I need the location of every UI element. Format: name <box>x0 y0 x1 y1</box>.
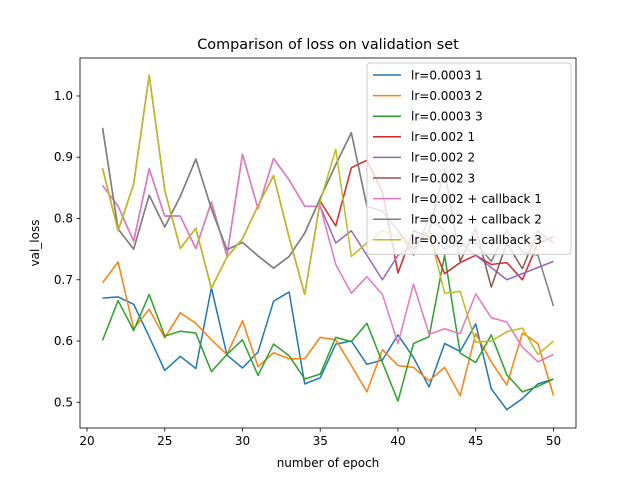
legend-label: lr=0.002 2 <box>411 151 475 165</box>
axes-frame <box>79 57 577 429</box>
legend-label: lr=0.002 1 <box>411 130 475 144</box>
legend-label: lr=0.002 3 <box>411 171 475 185</box>
y-tick-label: 0.8 <box>54 211 73 225</box>
y-axis-label: val_loss <box>28 220 42 267</box>
legend: lr=0.0003 1 lr=0.0003 2 lr=0.0003 3 lr=0.00… <box>366 62 572 255</box>
series-line-3 <box>101 254 554 402</box>
x-tick-label: 25 <box>157 434 172 448</box>
y-tick-label: 1.0 <box>54 89 73 103</box>
legend-box <box>366 62 572 255</box>
x-axis-label: number of epoch <box>277 456 380 470</box>
y-tick-label: 0.7 <box>54 273 73 287</box>
x-tick-label: 20 <box>79 434 94 448</box>
x-tick-label: 30 <box>235 434 250 448</box>
legend-label: lr=0.0003 3 <box>411 110 483 124</box>
x-tick-label: 35 <box>313 434 328 448</box>
series-line-7 <box>101 153 554 363</box>
series-line-1 <box>102 286 554 411</box>
x-tick-label: 40 <box>390 434 405 448</box>
chart-title: Comparison of loss on validation set <box>197 37 459 53</box>
series-line-9 <box>101 74 554 356</box>
legend-label: lr=0.0003 1 <box>411 68 483 82</box>
legend-label: lr=0.002 + callback 2 <box>411 213 542 227</box>
legend-label: lr=0.0003 2 <box>411 89 483 103</box>
y-tick-label: 0.9 <box>54 150 73 164</box>
series-line-2 <box>101 261 555 397</box>
legend-label: lr=0.002 + callback 1 <box>411 192 542 206</box>
x-tick-label: 50 <box>546 434 561 448</box>
y-tick-label: 0.5 <box>54 395 73 409</box>
x-tick-label: 45 <box>468 434 483 448</box>
ticks-layer: 20 25 30 35 40 45 50 0.5 0.6 0.7 0.8 0.9 1.0 <box>54 89 561 448</box>
legend-label: lr=0.002 + callback 3 <box>411 233 542 247</box>
y-tick-label: 0.6 <box>54 334 73 348</box>
